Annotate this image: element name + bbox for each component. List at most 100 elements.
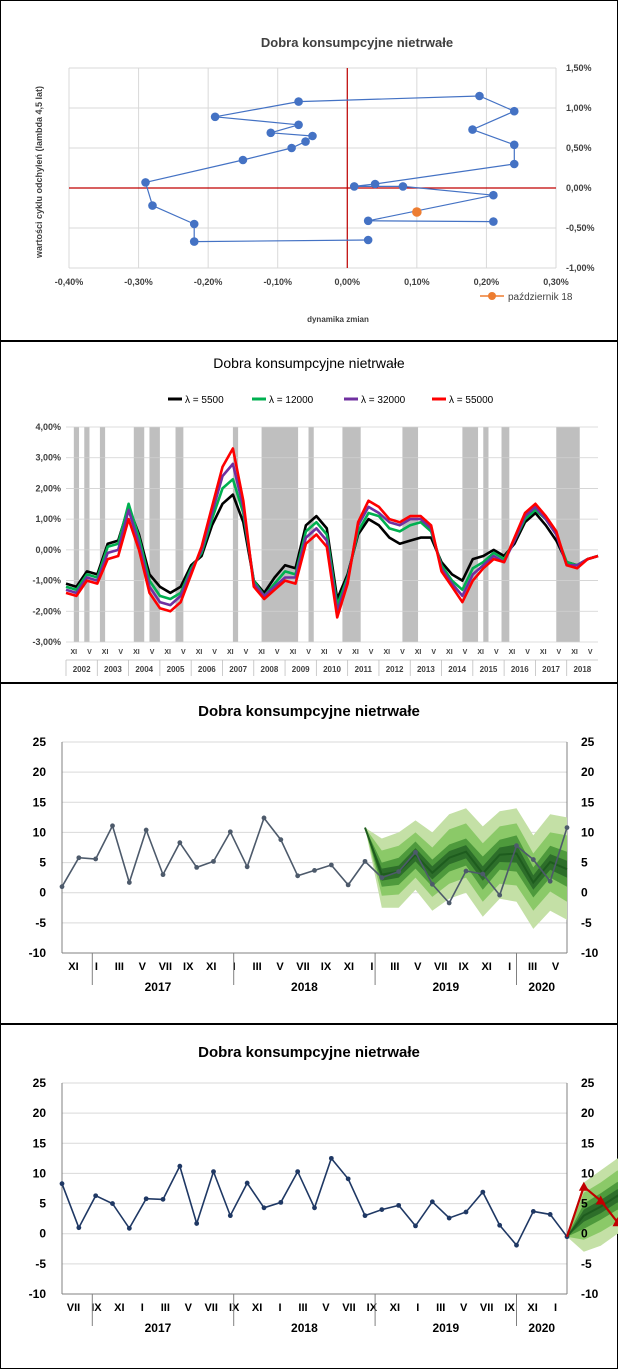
fan-realized-marker <box>612 1217 618 1227</box>
fan-ytick-right: 0 <box>581 1227 588 1241</box>
fan-history-point <box>194 864 200 870</box>
fan-month-tick: VII <box>434 961 447 973</box>
chart1-point <box>363 235 373 245</box>
chart2-month-tick: XI <box>321 649 328 656</box>
fan-history-point <box>76 1225 82 1231</box>
fan-month-tick: XI <box>114 1302 124 1314</box>
fan-month-tick: IX <box>321 961 332 973</box>
fan-history-point <box>110 823 115 829</box>
chart2-shaded-period <box>483 427 489 642</box>
fan-ytick-right: -10 <box>581 1287 599 1301</box>
fan-history-point <box>227 1213 233 1219</box>
fan-month-tick: I <box>416 1302 419 1314</box>
fan-history-point <box>261 1205 267 1211</box>
chart2-shaded-period <box>149 427 160 642</box>
fan-history-point <box>379 875 385 881</box>
chart1-xtick: -0,20% <box>194 277 223 287</box>
fan-history-point <box>530 1209 536 1214</box>
fan-history-point <box>76 855 82 861</box>
fan-history-point <box>362 858 368 864</box>
chart2-month-tick: XI <box>477 649 484 656</box>
chart1-xtick: -0,30% <box>124 277 153 287</box>
fan-history-point <box>547 1212 553 1217</box>
chart2-ytick: 2,00% <box>35 483 61 493</box>
fan-history-point <box>143 1196 149 1202</box>
chart2-month-tick: V <box>463 649 468 656</box>
fan-history-point <box>312 1205 317 1211</box>
fan-month-tick: VII <box>159 961 172 973</box>
fan-history-point <box>261 815 267 821</box>
chart2-year-tick: 2007 <box>229 665 247 674</box>
fan-year-tick: 2020 <box>528 1321 555 1335</box>
chart1-xtick: 0,30% <box>543 277 569 287</box>
chart2-month-tick: V <box>275 649 280 656</box>
chart2-month-tick: V <box>87 649 92 656</box>
fan-history-point <box>143 827 149 833</box>
fan-ytick-right: 20 <box>581 765 595 779</box>
chart2-month-tick: XI <box>540 649 547 656</box>
fan-year-tick: 2017 <box>145 980 172 994</box>
chart1-point <box>489 217 498 226</box>
chart1-ytick: 1,50% <box>566 63 592 73</box>
chart2-month-tick: V <box>525 649 530 656</box>
fan-history-point <box>413 849 418 855</box>
chart2-year-tick: 2006 <box>198 665 216 674</box>
fan-month-tick: VII <box>342 1302 355 1314</box>
fan-history-point <box>126 880 132 885</box>
fan-ytick-left: 10 <box>33 825 47 839</box>
chart1-point <box>141 178 150 187</box>
chart2-month-tick: V <box>118 649 123 656</box>
fan-history-point <box>446 900 452 906</box>
fan-ytick-left: 20 <box>33 1106 47 1120</box>
chart1-point <box>475 91 484 101</box>
chart2-year-tick: 2004 <box>135 665 153 674</box>
chart2-year-tick: 2018 <box>573 665 591 674</box>
fan-history-point <box>547 878 553 884</box>
chart2-shaded-period <box>232 427 239 642</box>
chart2-shaded-period <box>73 427 80 642</box>
chart1-xtick: -0,10% <box>263 277 292 287</box>
chart3-title: Dobra konsumpcyjne nietrwałe <box>198 703 420 720</box>
chart2-month-tick: V <box>212 649 217 656</box>
fan-year-tick: 2018 <box>291 1321 318 1335</box>
fan-ytick-right: 15 <box>581 1136 595 1150</box>
chart2-legend-label: λ = 55000 <box>449 395 494 406</box>
chart1-title: Dobra konsumpcyjne nietrwałe <box>261 35 453 50</box>
fan-chart-2: Dobra konsumpcyjne nietrwałe -10 -10 -5 -5 0… <box>0 1024 618 1369</box>
fan-history-point <box>59 884 65 890</box>
fan-ytick-right: 15 <box>581 795 595 809</box>
chart2-month-tick: V <box>431 649 436 656</box>
fan-month-tick: V <box>460 1302 468 1314</box>
fan-ytick-left: 15 <box>33 1136 47 1150</box>
fan-ytick-left: 10 <box>33 1166 47 1180</box>
fan-month-tick: V <box>276 961 284 973</box>
chart1-xtick: 0,10% <box>404 277 430 287</box>
chart1-point <box>398 182 408 191</box>
chart1-ytick: 0,50% <box>566 143 592 153</box>
chart2-month-tick: V <box>337 649 342 656</box>
chart1-ytick: 0,00% <box>566 183 592 193</box>
fan-history-point <box>463 1209 469 1215</box>
chart2-shaded-period <box>99 427 106 642</box>
chart2-month-tick: XI <box>133 649 140 656</box>
chart1-xtick: -0,40% <box>55 277 84 287</box>
fan-history-point <box>160 872 166 878</box>
chart1-point <box>294 120 303 130</box>
fan-month-tick: VII <box>204 1302 217 1314</box>
fan-history-point <box>345 882 351 888</box>
fan-month-tick: III <box>253 961 262 973</box>
fan-ytick-left: 15 <box>33 795 47 809</box>
fan-history-point <box>379 1207 385 1212</box>
fan-history-point <box>328 1155 334 1161</box>
chart2-month-tick: XI <box>196 649 203 656</box>
fan-month-tick: XI <box>68 961 78 973</box>
fan-ytick-left: 25 <box>33 1076 47 1090</box>
fan-year-tick: 2019 <box>432 1321 459 1335</box>
fan-ytick-right: 10 <box>581 1166 595 1180</box>
fan-month-tick: I <box>95 961 98 973</box>
fan-month-tick: IX <box>91 1302 102 1314</box>
fan-ytick-left: 0 <box>39 1227 46 1241</box>
chart2-year-tick: 2017 <box>542 665 560 674</box>
chart2-shaded-period <box>501 427 510 642</box>
